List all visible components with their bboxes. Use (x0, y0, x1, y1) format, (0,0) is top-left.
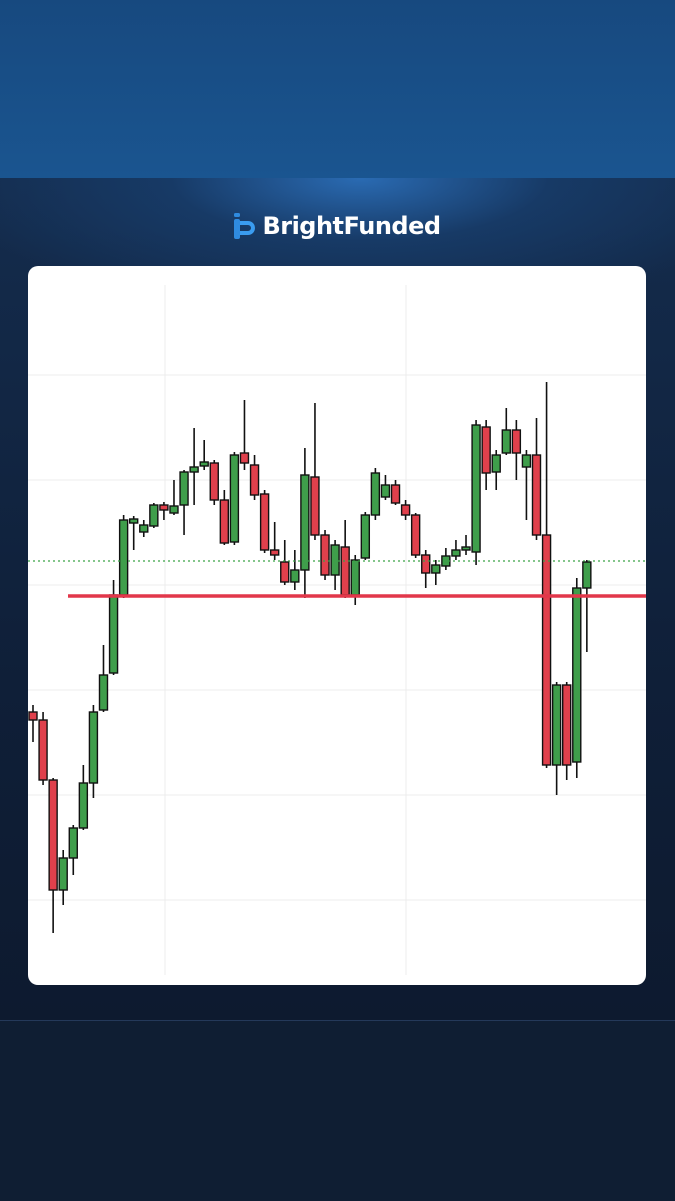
candle-body (431, 564, 441, 574)
candle-body (28, 711, 38, 721)
candle-body (572, 587, 582, 763)
candle-body (68, 827, 78, 859)
chart-card (28, 266, 646, 985)
candle-body (139, 524, 149, 533)
candle-body (461, 546, 471, 551)
candle-body (300, 474, 310, 571)
candle-body (269, 549, 280, 556)
candle-body (58, 857, 68, 891)
candle-body (48, 779, 58, 891)
candle-body (350, 559, 360, 596)
candle-body (521, 454, 532, 468)
candle-body (199, 461, 209, 467)
candle-body (189, 466, 199, 473)
candle-body (541, 534, 552, 766)
candle-body (38, 719, 48, 781)
candle-body (410, 514, 421, 556)
candle-body (128, 518, 139, 524)
candle-body (390, 484, 401, 504)
candle-body (320, 534, 330, 576)
candle-body (531, 454, 542, 536)
candle-body (179, 471, 189, 506)
candle-body (562, 684, 572, 766)
candle-body (108, 594, 119, 674)
candle-body (551, 684, 562, 766)
candle-body (290, 569, 300, 583)
candle-body (219, 499, 230, 544)
candle-body (249, 464, 260, 496)
bottom-band (0, 1020, 675, 1201)
top-band (0, 0, 675, 178)
candle-body (501, 429, 511, 454)
candle-body (481, 426, 491, 474)
candle-body (149, 504, 159, 527)
candle-body (118, 519, 129, 596)
candle-body (511, 429, 522, 454)
candle-body (340, 546, 350, 596)
candle-body (78, 782, 89, 829)
chart (28, 285, 646, 975)
brand-name: BrightFunded (262, 212, 441, 240)
candle-body (330, 544, 340, 576)
brand-logo (234, 213, 256, 239)
candle-body (400, 504, 411, 516)
candle-body (451, 549, 461, 557)
candle-body (159, 504, 169, 511)
candle-body (169, 505, 179, 514)
candle-body (471, 424, 481, 553)
candle-body (209, 462, 219, 501)
candle-body (259, 493, 270, 551)
candle-body (582, 561, 592, 589)
brand: BrightFunded (0, 212, 675, 240)
candle-body (491, 454, 501, 473)
candle-body (280, 561, 290, 583)
candle-body (370, 472, 381, 516)
candle-body (229, 454, 240, 543)
candle-body (360, 514, 371, 559)
candle-body (310, 476, 320, 536)
candle-body (98, 674, 109, 711)
candle-body (88, 711, 99, 784)
candle-body (380, 484, 391, 498)
candle-body (421, 554, 431, 574)
candle-body (239, 452, 250, 464)
